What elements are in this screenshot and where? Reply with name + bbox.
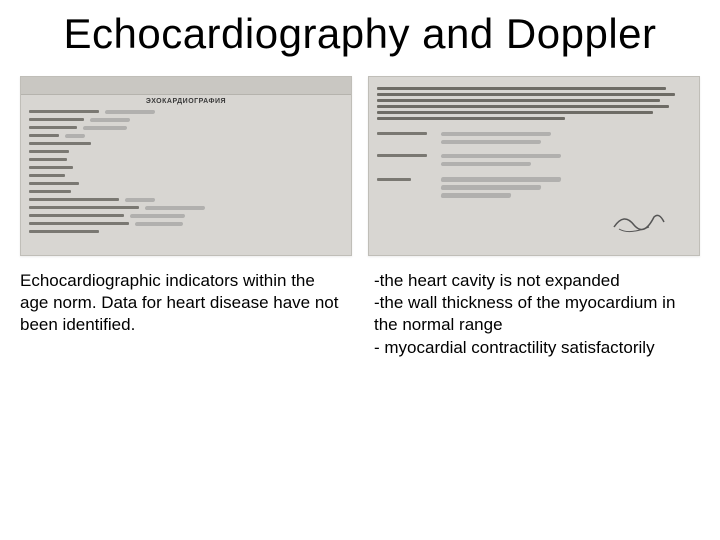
doc-header-bar: [21, 77, 351, 95]
finding-item-1: -the heart cavity is not expanded: [374, 270, 700, 292]
conclusion-scan: [368, 76, 700, 256]
doc-conclusion-lines: [369, 77, 699, 207]
captions-row: Echocardiographic indicators within the …: [20, 270, 700, 358]
signature-mark: [609, 207, 669, 237]
finding-item-2: -the wall thickness of the myocardium in…: [374, 292, 700, 336]
slide-title: Echocardiography and Doppler: [20, 10, 700, 58]
slide-container: Echocardiography and Doppler ЭХОКАРДИОГР…: [0, 0, 720, 540]
caption-left: Echocardiographic indicators within the …: [20, 270, 346, 358]
caption-right: -the heart cavity is not expanded -the w…: [370, 270, 700, 358]
images-row: ЭХОКАРДИОГРАФИЯ: [20, 76, 700, 256]
echocardiography-form-scan: ЭХОКАРДИОГРАФИЯ: [20, 76, 352, 256]
finding-item-3: - myocardial contractility satisfactoril…: [374, 337, 700, 359]
doc-form-title: ЭХОКАРДИОГРАФИЯ: [21, 95, 351, 107]
doc-form-lines: [21, 107, 351, 243]
